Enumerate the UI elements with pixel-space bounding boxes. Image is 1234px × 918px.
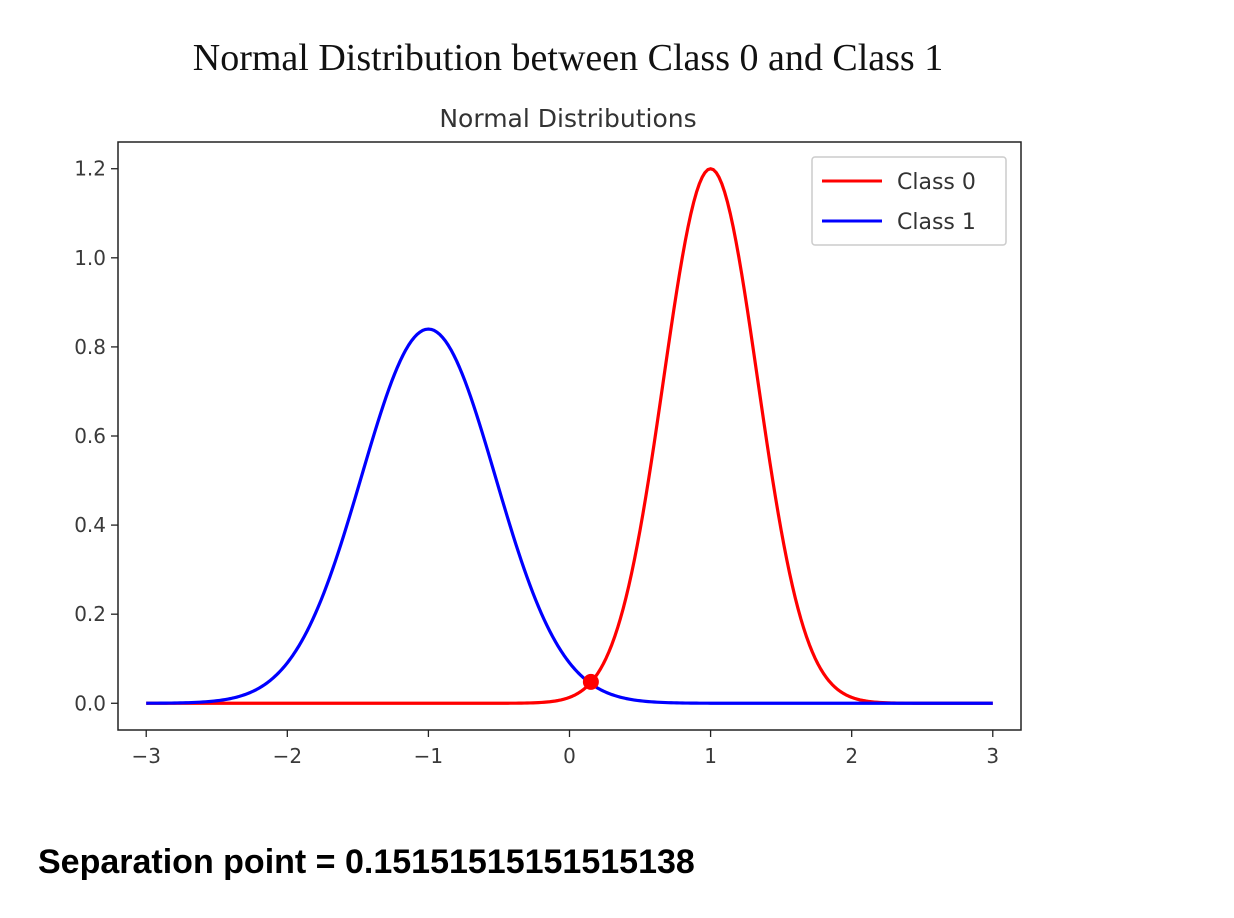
separation-point-marker bbox=[582, 673, 599, 690]
y-tick-label: 0.4 bbox=[74, 513, 106, 537]
x-tick-label: −2 bbox=[273, 744, 302, 768]
legend-box bbox=[811, 156, 1007, 246]
x-tick-label: 0 bbox=[563, 744, 576, 768]
y-tick-label: 1.2 bbox=[74, 157, 106, 181]
chart-title: Normal Distributions bbox=[439, 104, 696, 133]
x-tick-label: 1 bbox=[704, 744, 717, 768]
series-layer bbox=[146, 167, 993, 705]
y-axis: 0.0 0.2 0.4 0.6 0.8 1.0 1.2 bbox=[74, 157, 118, 715]
legend-label-class-0: Class 0 bbox=[897, 170, 976, 195]
series-line-class-0 bbox=[146, 167, 993, 705]
separation-point-readout: Separation point = 0.15151515151515138 bbox=[38, 843, 695, 881]
x-tick-label: 3 bbox=[986, 744, 999, 768]
y-tick-label: 0.0 bbox=[74, 691, 106, 715]
legend-label-class-1: Class 1 bbox=[897, 210, 976, 235]
marker-layer bbox=[582, 673, 599, 690]
figure-heading: Normal Distribution between Class 0 and … bbox=[192, 37, 944, 79]
x-tick-label: −1 bbox=[414, 744, 443, 768]
legend: Class 0 Class 1 bbox=[811, 156, 1007, 246]
x-tick-label: 2 bbox=[845, 744, 858, 768]
y-tick-label: 0.2 bbox=[74, 602, 106, 626]
series-line-class-1 bbox=[146, 327, 993, 705]
y-tick-label: 0.8 bbox=[74, 335, 106, 359]
x-tick-label: −3 bbox=[131, 744, 160, 768]
y-tick-label: 1.0 bbox=[74, 246, 106, 270]
y-tick-label: 0.6 bbox=[74, 424, 106, 448]
x-axis: −3 −2 −1 0 1 2 3 bbox=[131, 730, 999, 768]
